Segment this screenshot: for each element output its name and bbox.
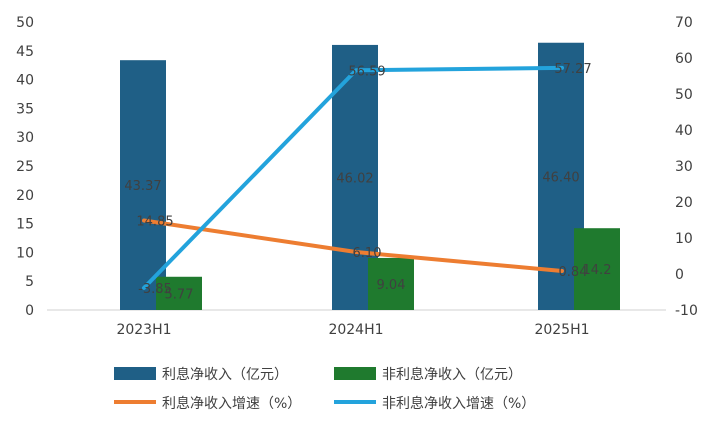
data-label-interest-income: 46.40 — [542, 170, 579, 185]
y-left-tick-label: 5 — [25, 274, 34, 290]
y-right-tick-label: 40 — [675, 123, 693, 139]
legend-label: 非利息净收入增速（%） — [382, 395, 535, 412]
y-left-tick-label: 35 — [16, 101, 34, 117]
y-right-tick-label: 60 — [675, 51, 693, 67]
legend-label: 利息净收入（亿元） — [162, 366, 288, 383]
legend-swatch — [334, 367, 376, 380]
data-label-interest-growth: 14.85 — [136, 215, 173, 230]
y-right-tick-label: -10 — [675, 303, 698, 319]
line-noninterest-growth — [142, 65, 564, 290]
x-tick-label: 2024H1 — [328, 322, 383, 338]
line-interest-growth — [142, 218, 564, 273]
y-left-tick-label: 25 — [16, 159, 34, 175]
y-right-tick-label: 10 — [675, 231, 693, 247]
data-label-noninterest-growth: -3.85 — [138, 282, 172, 297]
legend-swatch — [114, 367, 156, 380]
data-label-interest-growth: 6.10 — [353, 246, 382, 261]
bar-noninterest-income — [156, 276, 202, 310]
data-label-noninterest-growth: 57.27 — [554, 62, 591, 77]
data-label-interest-income: 46.02 — [336, 171, 373, 186]
data-label-noninterest-income: 5.77 — [165, 287, 194, 302]
y-left-tick-label: 20 — [16, 188, 34, 204]
data-label-interest-growth: 0.84 — [559, 265, 588, 280]
data-label-noninterest-income: 14.2 — [583, 263, 612, 278]
y-right-tick-label: 20 — [675, 195, 693, 211]
bar-noninterest-income — [574, 228, 620, 310]
y-right-tick-label: 70 — [675, 15, 693, 31]
bar-interest-income — [120, 60, 166, 311]
y-left-tick-label: 15 — [16, 217, 34, 233]
bar-noninterest-income — [368, 257, 414, 310]
x-tick-label: 2023H1 — [116, 322, 171, 338]
data-label-noninterest-income: 9.04 — [377, 278, 406, 293]
y-left-tick-label: 45 — [16, 44, 34, 60]
y-left-tick-label: 30 — [16, 130, 34, 146]
y-left-tick-label: 40 — [16, 73, 34, 89]
y-left-tick-label: 50 — [16, 15, 34, 31]
y-right-tick-label: 50 — [675, 87, 693, 103]
y-right-tick-label: 30 — [675, 159, 693, 175]
data-label-noninterest-growth: 56.59 — [348, 64, 385, 79]
data-label-interest-income: 43.37 — [124, 179, 161, 194]
y-left-tick-label: 0 — [25, 303, 34, 319]
legend-label: 利息净收入增速（%） — [162, 395, 301, 412]
x-tick-label: 2025H1 — [534, 322, 589, 338]
legend-label: 非利息净收入（亿元） — [382, 366, 522, 383]
y-right-tick-label: 0 — [675, 267, 684, 283]
y-left-tick-label: 10 — [16, 245, 34, 261]
